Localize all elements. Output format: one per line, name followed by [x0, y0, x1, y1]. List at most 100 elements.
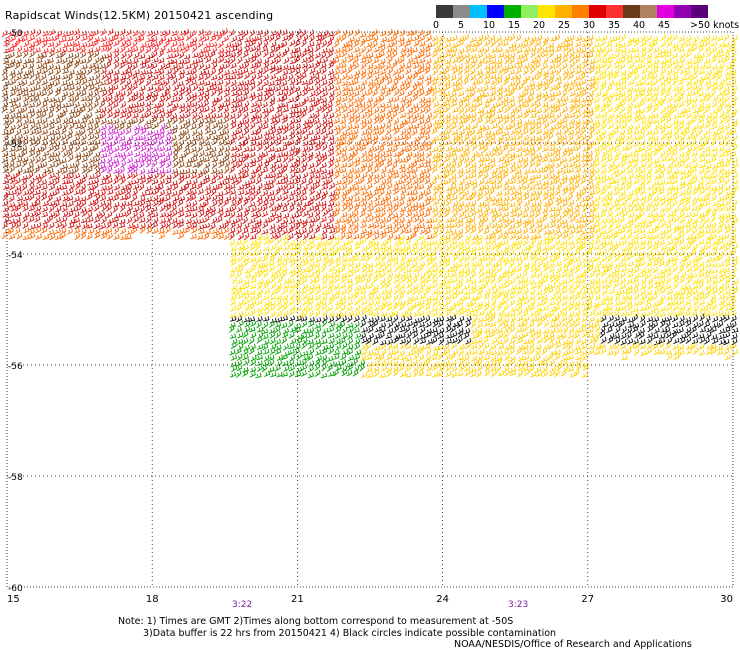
wind-barb	[430, 261, 438, 268]
wind-barb	[237, 63, 244, 71]
wind-barb	[100, 124, 107, 131]
wind-barb	[490, 172, 497, 180]
wind-barb	[581, 118, 589, 125]
wind-barb	[411, 261, 418, 269]
wind-barb	[606, 100, 612, 109]
wind-barb	[632, 195, 639, 203]
wind-barb	[438, 269, 444, 278]
wind-barb	[703, 216, 710, 225]
wind-barb	[55, 58, 63, 64]
wind-barb	[302, 96, 310, 104]
wind-barb	[223, 57, 231, 64]
wind-barb	[665, 102, 673, 109]
wind-barb	[524, 107, 531, 115]
wind-barb	[152, 227, 159, 235]
wind-barb	[633, 222, 640, 229]
wind-barb	[94, 128, 101, 135]
colorbar-swatch	[470, 5, 487, 18]
wind-barb	[204, 150, 212, 157]
wind-barb	[547, 46, 555, 53]
wind-barb	[230, 68, 238, 75]
wind-barb	[275, 172, 283, 179]
wind-barb	[691, 176, 698, 185]
wind-barb	[307, 212, 314, 219]
wind-barb	[456, 160, 463, 169]
wind-barb	[391, 60, 398, 69]
wind-barb	[335, 90, 342, 98]
wind-barb	[717, 283, 724, 291]
wind-barb	[327, 31, 334, 37]
wind-barb	[445, 228, 452, 234]
wind-barb	[679, 89, 685, 97]
wind-barb	[606, 151, 613, 159]
wind-barb	[55, 159, 62, 168]
wind-barb	[509, 33, 515, 42]
wind-barb	[431, 50, 438, 58]
wind-barb	[165, 184, 173, 191]
wind-barb	[185, 33, 192, 41]
wind-barb	[205, 188, 212, 196]
wind-barb	[372, 240, 379, 246]
wind-barb	[178, 169, 185, 175]
wind-barb	[645, 221, 652, 229]
wind-barb	[236, 215, 243, 223]
wind-barb	[692, 260, 699, 268]
wind-barb	[392, 124, 399, 131]
wind-barb	[595, 232, 602, 240]
wind-barb	[361, 283, 368, 291]
wind-barb	[157, 183, 164, 191]
wind-barb	[698, 212, 705, 219]
wind-barb	[426, 112, 433, 120]
wind-barb	[268, 106, 275, 114]
wind-barb	[14, 102, 21, 109]
wind-barb	[620, 116, 627, 124]
wind-barb	[151, 159, 158, 168]
wind-barb	[412, 223, 420, 230]
wind-barb	[613, 267, 620, 274]
wind-barb	[290, 244, 297, 251]
wind-barb	[417, 234, 425, 241]
wind-barb	[204, 30, 212, 36]
wind-barb	[483, 52, 491, 59]
wind-barb	[594, 35, 601, 43]
wind-barb	[541, 254, 548, 262]
wind-barb	[218, 145, 224, 153]
wind-barb	[393, 234, 401, 240]
wind-barb	[307, 105, 314, 113]
wind-barb	[626, 124, 634, 131]
wind-barb	[502, 96, 509, 103]
wind-barb	[378, 50, 385, 58]
wind-barb	[224, 160, 231, 168]
wind-barb	[81, 166, 88, 174]
wind-barb	[366, 182, 373, 190]
wind-barb	[723, 267, 730, 274]
wind-barb	[16, 79, 24, 87]
wind-barb	[335, 254, 341, 263]
wind-barb	[536, 277, 544, 285]
wind-barb	[568, 84, 575, 92]
wind-barb	[49, 138, 56, 146]
wind-barb	[711, 55, 717, 64]
wind-barb	[387, 210, 393, 218]
wind-barb	[131, 226, 138, 234]
wind-barb	[458, 106, 465, 115]
wind-barb	[496, 89, 503, 97]
wind-barb	[392, 78, 399, 87]
wind-barb	[523, 75, 531, 82]
wind-barb	[283, 57, 290, 65]
wind-barb	[342, 41, 349, 49]
wind-barb	[35, 107, 43, 114]
wind-barb	[35, 29, 42, 37]
wind-barb	[671, 102, 679, 109]
wind-barb	[484, 113, 492, 119]
wind-barb	[711, 132, 718, 141]
wind-barb	[243, 198, 249, 207]
wind-barb	[522, 140, 530, 146]
wind-barb	[575, 201, 582, 208]
wind-barb	[698, 239, 705, 246]
wind-barb	[152, 194, 159, 202]
wind-barb	[106, 177, 113, 185]
wind-barb	[14, 61, 21, 70]
wind-barb	[328, 112, 335, 120]
wind-barb	[561, 185, 569, 192]
